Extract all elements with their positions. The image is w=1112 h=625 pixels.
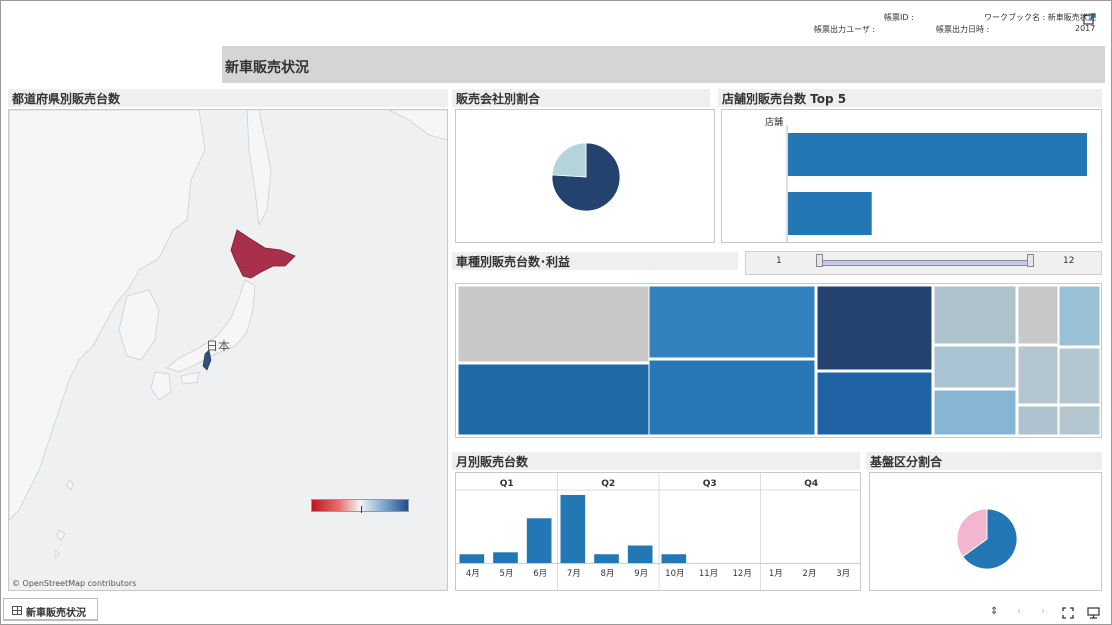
dashboard-title: 新車販売状況	[225, 60, 309, 76]
company-pie-panel	[455, 109, 715, 243]
month-label-1: 5月	[500, 569, 514, 579]
sort-icon[interactable]: ⇕	[990, 606, 999, 617]
sheet-icon	[12, 606, 22, 615]
base-pie-title: 基盤区分割合	[866, 452, 1102, 470]
month-label-3: 7月	[567, 569, 581, 579]
month-bar-4[interactable]	[594, 554, 619, 563]
kyushu-land	[150, 371, 172, 401]
month-label-9: 1月	[769, 569, 783, 579]
honshu-land	[166, 279, 256, 373]
company-pie-title: 販売会社別割合	[452, 89, 710, 107]
island-chain	[54, 479, 74, 559]
korea-land	[118, 289, 160, 361]
slider-handle-end[interactable]	[1027, 254, 1034, 267]
prefecture-map[interactable]: 日本 © OpenStreetMap contributors	[8, 109, 448, 591]
treemap-cell-4[interactable]	[816, 285, 933, 371]
slider-track[interactable]	[821, 260, 1032, 266]
shikoku-land	[180, 371, 200, 385]
prev-icon[interactable]: ‹	[1017, 606, 1021, 617]
store-top5-title: 店舗別販売台数 Top 5	[718, 89, 1102, 107]
treemap-cell-2[interactable]	[648, 285, 816, 359]
legend-tick	[361, 506, 362, 513]
month-bar-3[interactable]	[560, 494, 586, 563]
report-id-label: 帳票ID :	[884, 13, 914, 22]
map-graphic[interactable]	[9, 110, 448, 591]
slider-handle-start[interactable]	[816, 254, 823, 267]
month-bar-1[interactable]	[493, 552, 518, 563]
hokkaido-region[interactable]	[230, 229, 296, 279]
month-bar-6[interactable]	[661, 554, 687, 563]
osm-credit: © OpenStreetMap contributors	[12, 579, 137, 588]
month-bar-5[interactable]	[627, 545, 653, 564]
treemap-cell-12[interactable]	[1058, 285, 1101, 347]
treemap-cell-8[interactable]	[933, 389, 1017, 436]
output-user-label: 帳票出力ユーザ :	[814, 25, 876, 34]
dashboard-title-bar: 新車販売状況	[222, 46, 1105, 83]
kamchatka-land	[388, 110, 447, 140]
vehicle-treemap[interactable]	[456, 284, 1101, 437]
treemap-cell-7[interactable]	[933, 345, 1017, 389]
base-pie-panel	[869, 472, 1102, 591]
next-icon[interactable]: ›	[1041, 606, 1045, 617]
month-label-2: 6月	[533, 569, 547, 579]
store-axis-label: 店舗	[765, 118, 784, 128]
treemap-cell-3[interactable]	[648, 359, 816, 436]
month-range-slider[interactable]: 1 12	[745, 251, 1102, 275]
workbook-name-label: ワークブック名 : 新車販売状況	[984, 13, 1096, 22]
company-pie-chart[interactable]	[456, 110, 716, 244]
quarter-label-0: Q1	[500, 479, 514, 489]
treemap-cell-13[interactable]	[1058, 347, 1101, 405]
treemap-panel	[455, 283, 1102, 438]
share-icon[interactable]	[1083, 12, 1097, 26]
presentation-icon[interactable]	[1087, 607, 1100, 619]
month-label-11: 3月	[836, 569, 850, 579]
quarter-label-1: Q2	[601, 479, 615, 489]
month-bar-2[interactable]	[526, 518, 552, 563]
japan-place-label: 日本	[206, 339, 231, 353]
color-legend	[311, 499, 409, 513]
chubu-region[interactable]	[202, 349, 212, 371]
monthly-sales-title: 月別販売台数	[452, 452, 860, 470]
treemap-cell-11[interactable]	[1017, 405, 1059, 436]
treemap-title: 車種別販売台数･利益	[452, 252, 738, 270]
output-datetime-label: 帳票出力日時 :	[936, 25, 990, 34]
month-label-8: 12月	[733, 569, 752, 579]
monthly-bar-chart[interactable]: Q1 Q2 Q3 Q4 4月 5月 6月 7月 8月 9月 10月 11月 12月 1月 2月 3月	[456, 473, 860, 590]
treemap-cell-0[interactable]	[457, 285, 650, 363]
quarter-label-2: Q3	[703, 479, 717, 489]
sakhalin-land	[246, 110, 272, 227]
month-bar-0[interactable]	[459, 554, 485, 563]
store-bar-1[interactable]	[788, 192, 872, 235]
base-pie-slice-0[interactable]	[962, 508, 1018, 570]
month-label-7: 11月	[699, 569, 718, 579]
treemap-cell-14[interactable]	[1058, 405, 1101, 436]
tab-label: 新車販売状況	[26, 608, 86, 619]
company-pie-slice-1[interactable]	[551, 142, 587, 178]
slider-max-label: 12	[1063, 256, 1075, 266]
treemap-cell-1[interactable]	[457, 363, 650, 436]
treemap-cell-9[interactable]	[1017, 285, 1059, 345]
base-pie-slice-1[interactable]	[956, 508, 988, 558]
monthly-sales-panel: Q1 Q2 Q3 Q4 4月 5月 6月 7月 8月 9月 10月 11月 12月 1月 2月 3月	[455, 472, 861, 591]
base-pie-chart[interactable]	[870, 473, 1103, 592]
store-bar-chart[interactable]	[721, 109, 1102, 243]
map-panel-title: 都道府県別販売台数	[8, 89, 448, 107]
month-label-0: 4月	[466, 569, 480, 579]
quarter-label-3: Q4	[804, 479, 818, 489]
treemap-cell-5[interactable]	[816, 371, 933, 436]
treemap-cell-10[interactable]	[1017, 345, 1059, 405]
slider-min-label: 1	[776, 256, 782, 266]
month-label-4: 8月	[601, 569, 615, 579]
store-bar-0[interactable]	[788, 133, 1087, 176]
continent-landmass	[9, 110, 206, 521]
month-label-10: 2月	[803, 569, 817, 579]
output-datetime-value: 2017	[1075, 24, 1096, 33]
fullscreen-icon[interactable]	[1062, 607, 1074, 619]
month-label-5: 9月	[634, 569, 648, 579]
month-label-6: 10月	[665, 569, 684, 579]
treemap-cell-6[interactable]	[933, 285, 1017, 345]
tab-new-car-sales[interactable]: 新車販売状況	[3, 598, 98, 621]
